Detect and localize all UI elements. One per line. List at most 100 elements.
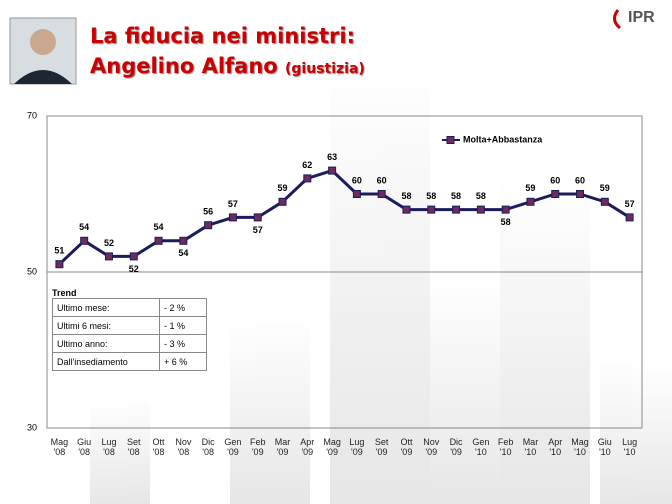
x-tick-label: Gen '10 xyxy=(472,437,490,457)
background-bars xyxy=(90,60,672,504)
trend-cell: Ultimi 6 mesi: xyxy=(52,316,160,335)
data-point xyxy=(402,205,411,214)
trend-box: Trend Ultimo mese: - 2 % Ultimi 6 mesi: - 1… xyxy=(52,288,207,371)
data-point xyxy=(154,236,163,245)
data-label: 59 xyxy=(525,183,535,193)
trend-table: Ultimo mese: - 2 % Ultimi 6 mesi: - 1 % Ulti… xyxy=(52,298,207,371)
x-tick-label: Set '09 xyxy=(374,437,389,457)
data-label: 54 xyxy=(79,222,89,232)
x-tick-label: Feb '09 xyxy=(249,437,266,457)
x-tick-label: Gen '09 xyxy=(224,437,242,457)
legend: Molta+Abbastanza xyxy=(442,134,543,144)
trend-cell: + 6 % xyxy=(159,352,207,371)
trend-row: Ultimo anno: - 3 % xyxy=(52,334,207,353)
x-tick-label: Mag '10 xyxy=(571,437,589,457)
subtitle-note: (giustizia) xyxy=(285,61,365,77)
data-label: 58 xyxy=(426,191,436,201)
data-point xyxy=(452,205,461,214)
x-tick-label: Mag '08 xyxy=(50,437,69,457)
data-label: 52 xyxy=(104,238,114,248)
data-point xyxy=(104,252,113,261)
data-label: 57 xyxy=(228,199,238,209)
data-point xyxy=(80,236,89,245)
data-point xyxy=(427,205,436,214)
data-point xyxy=(129,252,138,261)
trend-cell: - 3 % xyxy=(159,334,207,353)
trend-cell: Dall'insediamento xyxy=(52,352,160,371)
data-point xyxy=(352,190,361,198)
x-tick-label: Lug '10 xyxy=(622,437,638,457)
x-tick-label: Set '08 xyxy=(127,437,141,457)
x-tick-label: Feb '10 xyxy=(497,437,514,457)
trend-title: Trend xyxy=(52,288,77,298)
data-label: 54 xyxy=(154,222,164,232)
data-label: 59 xyxy=(600,183,610,193)
y-tick-label: 70 xyxy=(27,110,37,120)
x-tick-label: Lug '08 xyxy=(101,437,117,457)
trend-row: Ultimi 6 mesi: - 1 % xyxy=(52,316,207,335)
x-tick-label: Mar '09 xyxy=(274,437,291,457)
x-tick-label: Lug '09 xyxy=(349,437,365,457)
x-tick-label: Mar '10 xyxy=(522,437,539,457)
series-line xyxy=(58,169,631,266)
x-tick-label: Ott '09 xyxy=(400,437,413,457)
data-point xyxy=(576,190,585,198)
data-point xyxy=(228,213,237,222)
logo: IPR xyxy=(628,9,655,26)
data-point xyxy=(625,213,634,222)
x-tick-label: Giu '10 xyxy=(597,437,612,457)
data-point xyxy=(55,260,64,269)
data-label: 51 xyxy=(54,246,64,256)
data-label: 58 xyxy=(501,217,511,227)
data-label: 60 xyxy=(352,175,362,185)
data-label: 58 xyxy=(401,191,411,201)
x-tick-label: Apr '09 xyxy=(300,437,315,457)
data-label: 59 xyxy=(278,183,288,193)
y-tick-label: 50 xyxy=(27,266,37,276)
portrait-suit xyxy=(14,70,72,84)
legend-marker xyxy=(446,136,455,144)
title: La fiducia nei ministri: xyxy=(90,24,355,48)
logo-mark xyxy=(613,9,621,30)
data-point xyxy=(328,166,337,175)
data-label: 52 xyxy=(129,264,139,274)
data-point xyxy=(526,197,535,206)
data-label: 58 xyxy=(451,191,461,201)
trend-row: Ultimo mese: - 2 % xyxy=(52,298,207,317)
trend-cell: Ultimo mese: xyxy=(52,298,160,317)
data-point xyxy=(179,236,188,245)
data-label: 60 xyxy=(550,175,560,185)
data-label: 60 xyxy=(377,175,387,185)
x-tick-label: Nov '08 xyxy=(175,437,192,457)
data-point xyxy=(204,221,213,230)
trend-cell: Ultimo anno: xyxy=(52,334,160,353)
subtitle-name: Angelino Alfano xyxy=(90,54,278,78)
x-tick-label: Mag '09 xyxy=(323,437,341,457)
data-point xyxy=(600,197,609,206)
data-point xyxy=(303,174,312,183)
trend-cell: - 2 % xyxy=(159,298,207,317)
x-tick-label: Dic '08 xyxy=(201,437,215,457)
data-label: 57 xyxy=(253,225,263,235)
trend-cell: - 1 % xyxy=(159,316,207,335)
x-tick-label: Nov '09 xyxy=(423,437,440,457)
data-point xyxy=(278,197,287,206)
data-label: 54 xyxy=(178,248,188,258)
data-point xyxy=(551,190,560,198)
legend-label: Molta+Abbastanza xyxy=(463,134,543,144)
data-label: 63 xyxy=(327,152,337,162)
data-label: 56 xyxy=(203,207,213,217)
data-point xyxy=(377,190,386,198)
x-tick-label: Giu '08 xyxy=(77,437,92,457)
data-label: 58 xyxy=(476,191,486,201)
x-tick-label: Apr '10 xyxy=(548,437,563,457)
data-point xyxy=(253,213,262,222)
x-tick-label: Dic '09 xyxy=(449,437,463,457)
data-label: 57 xyxy=(625,199,635,209)
y-tick-label: 30 xyxy=(27,422,37,432)
data-point xyxy=(476,205,485,214)
portrait-face xyxy=(30,29,56,55)
subtitle: Angelino Alfano (giustizia) xyxy=(90,54,365,78)
